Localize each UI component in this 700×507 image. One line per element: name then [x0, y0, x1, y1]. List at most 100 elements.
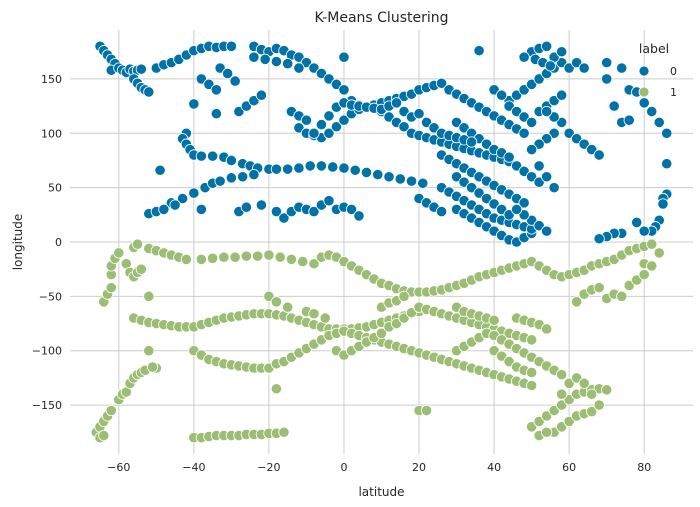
point-label-0 — [488, 84, 500, 96]
point-label-0 — [327, 161, 339, 173]
point-label-1 — [586, 388, 598, 400]
point-label-0 — [518, 165, 530, 177]
point-label-1 — [541, 426, 553, 438]
point-label-0 — [526, 78, 538, 90]
point-label-0 — [511, 203, 523, 215]
legend: label 0 1 — [638, 41, 677, 99]
point-label-0 — [383, 111, 395, 123]
x-axis-label: latitude — [358, 485, 404, 499]
point-label-1 — [195, 253, 207, 265]
point-label-1 — [563, 415, 575, 427]
point-label-0 — [308, 62, 320, 74]
legend-title: label — [639, 41, 669, 56]
point-label-0 — [345, 203, 358, 215]
point-label-0 — [417, 177, 429, 189]
point-label-1 — [282, 301, 294, 313]
point-label-0 — [293, 122, 305, 134]
x-tick-label: −40 — [182, 461, 205, 474]
point-label-0 — [154, 164, 166, 176]
point-label-0 — [657, 198, 669, 210]
point-label-0 — [188, 187, 200, 199]
y-tick-label: 50 — [48, 182, 62, 195]
point-label-1 — [526, 379, 538, 392]
point-label-0 — [533, 160, 545, 172]
point-label-1 — [319, 312, 331, 324]
point-label-0 — [544, 60, 556, 72]
y-axis-label: longitude — [11, 214, 25, 271]
point-label-0 — [207, 150, 219, 162]
point-label-0 — [300, 114, 313, 126]
point-label-1 — [105, 282, 117, 294]
point-label-0 — [533, 176, 545, 188]
point-label-0 — [578, 138, 590, 150]
point-label-0 — [556, 57, 568, 69]
point-label-1 — [631, 274, 643, 286]
point-label-1 — [593, 282, 605, 294]
point-label-0 — [623, 114, 635, 126]
point-label-0 — [465, 182, 478, 194]
point-label-1 — [143, 345, 155, 357]
point-label-0 — [315, 67, 328, 80]
point-label-1 — [240, 250, 252, 262]
point-label-0 — [458, 122, 470, 134]
point-label-0 — [518, 51, 530, 63]
x-tick-label: 20 — [412, 461, 426, 474]
point-label-0 — [413, 108, 425, 120]
point-label-0 — [450, 116, 463, 129]
y-tick-labels: −150 −100 −50 0 50 100 150 — [32, 73, 62, 412]
point-label-0 — [458, 176, 470, 188]
y-tick-label: −100 — [32, 345, 62, 358]
point-label-0 — [473, 45, 485, 57]
point-label-0 — [518, 111, 530, 123]
point-label-0 — [511, 160, 523, 172]
point-label-0 — [526, 214, 538, 226]
point-label-0 — [398, 121, 410, 133]
point-label-0 — [533, 220, 545, 232]
point-label-0 — [300, 57, 313, 69]
point-label-1 — [263, 290, 275, 302]
point-label-1 — [571, 372, 583, 384]
point-label-0 — [503, 151, 515, 163]
point-label-0 — [435, 205, 448, 218]
y-tick-label: 0 — [55, 236, 62, 249]
point-label-0 — [398, 105, 410, 118]
point-label-1 — [586, 405, 598, 418]
point-label-0 — [278, 212, 290, 224]
point-label-1 — [398, 290, 410, 302]
point-label-1 — [601, 384, 613, 396]
point-label-1 — [593, 399, 605, 411]
point-label-0 — [323, 195, 335, 207]
point-label-0 — [304, 160, 316, 172]
point-label-0 — [646, 105, 658, 118]
point-label-0 — [556, 116, 568, 129]
point-label-0 — [323, 127, 335, 139]
point-label-0 — [450, 171, 463, 183]
point-label-1 — [548, 404, 560, 417]
point-label-0 — [195, 203, 207, 215]
point-label-0 — [323, 110, 335, 122]
point-label-0 — [330, 78, 343, 90]
point-label-1 — [390, 317, 403, 330]
point-label-0 — [222, 67, 234, 80]
point-label-0 — [270, 205, 283, 218]
point-label-1 — [297, 255, 309, 268]
point-label-0 — [203, 78, 215, 90]
point-label-0 — [571, 133, 583, 145]
point-label-0 — [237, 171, 249, 183]
point-label-1 — [278, 426, 290, 438]
point-label-0 — [428, 122, 440, 134]
points — [90, 40, 673, 444]
point-label-0 — [240, 201, 252, 213]
point-label-1 — [653, 247, 665, 259]
point-label-1 — [556, 421, 568, 433]
point-label-0 — [495, 89, 508, 101]
point-label-1 — [274, 251, 286, 263]
point-label-1 — [398, 312, 410, 324]
point-label-1 — [131, 238, 144, 250]
y-tick-label: −50 — [39, 290, 62, 303]
point-label-0 — [586, 143, 598, 156]
point-label-1 — [533, 415, 545, 427]
point-label-0 — [638, 225, 650, 237]
point-label-1 — [180, 253, 192, 265]
point-label-0 — [533, 138, 545, 150]
